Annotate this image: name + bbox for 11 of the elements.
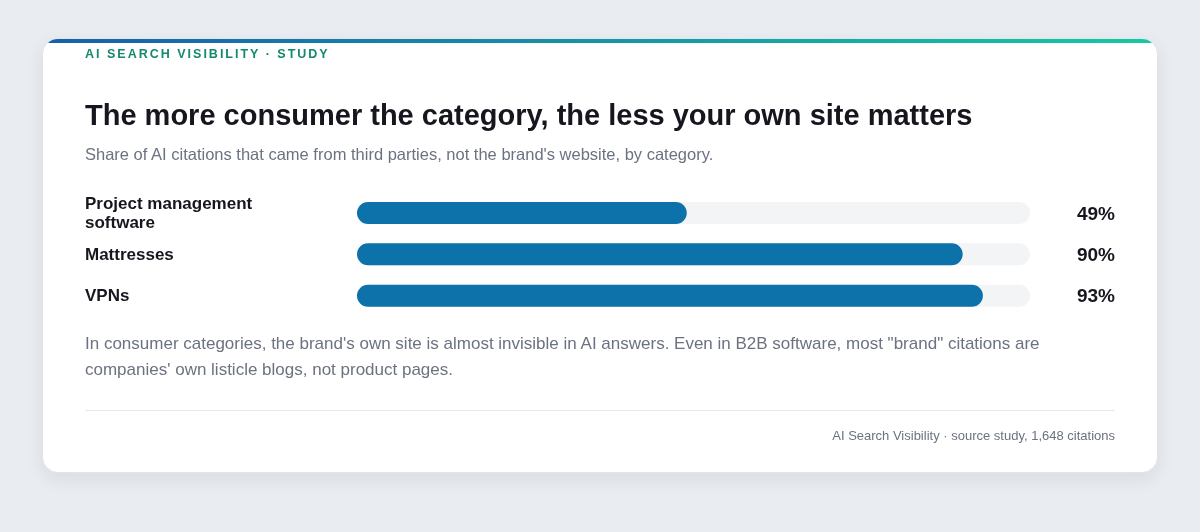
y-tick-label: VPNs [85, 286, 130, 306]
chart-subtitle: Share of AI citations that came from third parties, not the brand's website, by category. [85, 144, 714, 164]
text: In consumer categories, the brand's own site is almost invisible in AI answers. Even in B2B software, most "brand" citations are companies' own listicle blogs, not product pages. [85, 333, 1041, 381]
y-tick-label: Project management software [85, 194, 253, 233]
data-label: 49% [1076, 202, 1116, 224]
y-tick-label: Mattresses [85, 244, 174, 264]
data-label: 93% [1076, 285, 1116, 307]
data-label: 90% [1076, 243, 1116, 265]
text: AI SEARCH VISIBILITY · STUDY [85, 46, 330, 62]
text: AI Search Visibility · source study, 1,648 citations [832, 428, 1115, 444]
chart-title: The more consumer the category, the less your own site matters [85, 98, 973, 133]
